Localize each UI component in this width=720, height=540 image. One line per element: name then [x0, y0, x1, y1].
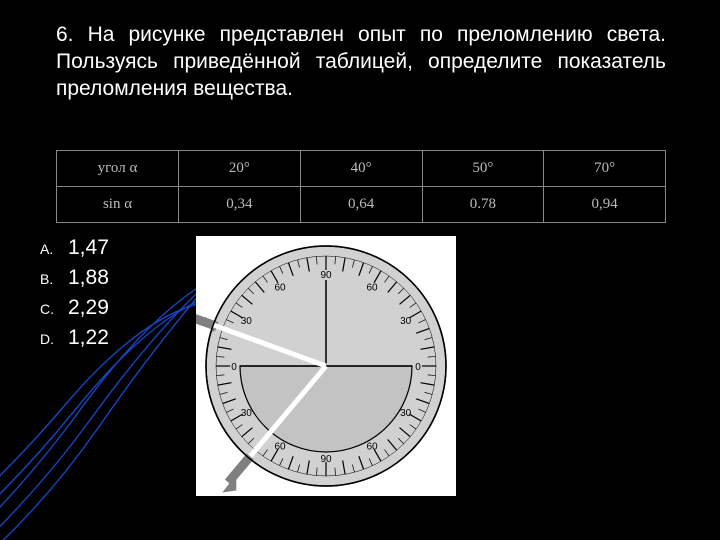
svg-text:30: 30 — [400, 408, 412, 419]
table-row: sin α 0,34 0,64 0.78 0,94 — [57, 187, 666, 223]
table-cell: 0.78 — [422, 187, 544, 223]
answer-list: 1,47 1,88 2,29 1,22 — [40, 236, 109, 356]
svg-text:60: 60 — [366, 442, 378, 453]
refraction-diagram: 90 60 60 30 30 0 0 30 30 60 60 90 — [196, 236, 456, 496]
svg-text:90: 90 — [320, 454, 332, 465]
table-cell: 0,94 — [544, 187, 666, 223]
svg-text:90: 90 — [320, 270, 332, 281]
svg-text:0: 0 — [415, 362, 421, 373]
svg-text:60: 60 — [274, 442, 286, 453]
svg-text:60: 60 — [366, 282, 378, 293]
svg-text:30: 30 — [241, 316, 253, 327]
table-cell: 50° — [422, 151, 544, 187]
answer-option: 1,22 — [40, 326, 109, 350]
svg-text:30: 30 — [241, 408, 253, 419]
table-cell: 0,64 — [300, 187, 422, 223]
table-cell: 70° — [544, 151, 666, 187]
sin-table: угол α 20° 40° 50° 70° sin α 0,34 0,64 0… — [56, 150, 666, 223]
question-text: 6. На рисунке представлен опыт по прелом… — [56, 22, 666, 103]
table-row: угол α 20° 40° 50° 70° — [57, 151, 666, 187]
answer-option: 1,47 — [40, 236, 109, 260]
svg-text:30: 30 — [400, 316, 412, 327]
table-cell: 20° — [179, 151, 301, 187]
question-number: 6. — [56, 23, 74, 46]
table-cell: 0,34 — [179, 187, 301, 223]
answer-option: 2,29 — [40, 296, 109, 320]
row2-header: sin α — [57, 187, 179, 223]
svg-text:0: 0 — [231, 362, 237, 373]
question-body: На рисунке представлен опыт по преломлен… — [56, 23, 666, 100]
table-cell: 40° — [300, 151, 422, 187]
svg-text:60: 60 — [274, 282, 286, 293]
answer-option: 1,88 — [40, 266, 109, 290]
row1-header: угол α — [57, 151, 179, 187]
